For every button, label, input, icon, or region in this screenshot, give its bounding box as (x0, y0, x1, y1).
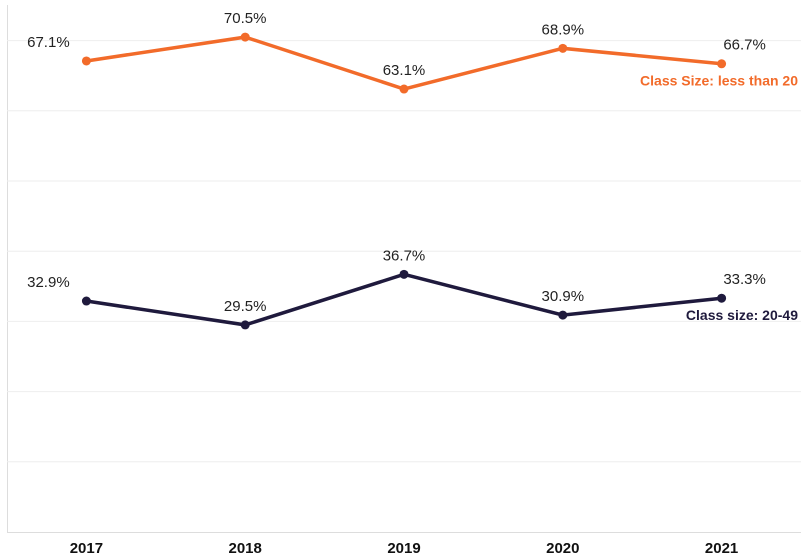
x-tick-label: 2021 (705, 540, 738, 557)
series-label: Class size: 20-49 (686, 307, 798, 323)
value-label: 68.9% (542, 21, 585, 38)
point (717, 293, 727, 303)
point (717, 59, 727, 69)
value-label: 70.5% (224, 10, 267, 27)
series-label: Class Size: less than 20 (640, 72, 798, 88)
x-tick-label: 2019 (387, 540, 420, 557)
point (240, 320, 250, 330)
x-tick-label: 2017 (70, 540, 103, 557)
value-label: 33.3% (723, 271, 766, 288)
x-tick-label: 2020 (546, 540, 579, 557)
value-label: 36.7% (383, 247, 426, 264)
point (399, 84, 409, 94)
value-label: 30.9% (542, 288, 585, 305)
value-label: 67.1% (27, 34, 70, 51)
value-label: 63.1% (383, 62, 426, 79)
value-label: 29.5% (224, 298, 267, 315)
point (399, 269, 409, 279)
point (240, 32, 250, 42)
line (86, 272, 722, 327)
value-label: 32.9% (27, 274, 70, 291)
value-label: 66.7% (723, 37, 766, 54)
point (81, 296, 91, 306)
point (558, 310, 568, 320)
point (81, 56, 91, 66)
x-tick-label: 2018 (229, 540, 262, 557)
point (558, 43, 568, 53)
